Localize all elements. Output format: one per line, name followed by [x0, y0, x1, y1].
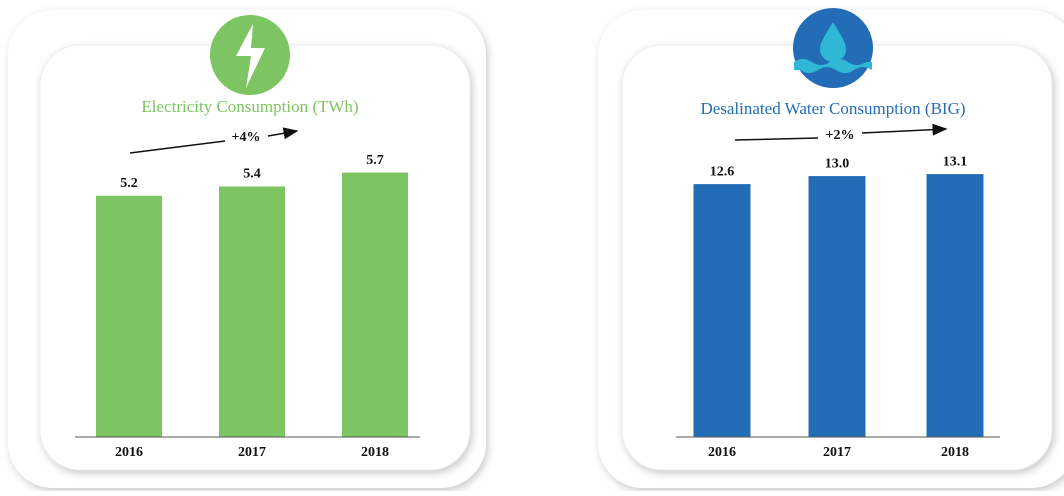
- bar: [96, 195, 162, 437]
- trend-arrow: [734, 137, 819, 141]
- data-label: 13.1: [943, 154, 968, 169]
- chart-title: Desalinated Water Consumption (BIG): [700, 99, 965, 118]
- data-label: 5.4: [243, 167, 261, 182]
- trend-arrow: [861, 123, 948, 136]
- trend-arrow: [267, 127, 299, 140]
- annotation: +2%: [826, 128, 855, 143]
- x-tick-label: 2017: [823, 445, 851, 460]
- x-tick-label: 2018: [361, 445, 389, 460]
- data-label: 5.2: [120, 176, 138, 191]
- x-tick-label: 2017: [238, 445, 266, 460]
- bar: [926, 174, 984, 437]
- data-label: 13.0: [825, 156, 850, 171]
- annotation: +4%: [232, 130, 261, 145]
- x-tick-label: 2016: [115, 445, 143, 460]
- bar: [693, 184, 751, 437]
- data-label: 12.6: [710, 164, 735, 179]
- chart-title: Electricity Consumption (TWh): [141, 97, 358, 116]
- bar: [342, 172, 408, 437]
- drop: [820, 22, 846, 62]
- x-tick-label: 2016: [708, 445, 736, 460]
- waves: [794, 59, 872, 73]
- bar: [219, 186, 285, 437]
- x-tick-label: 2018: [941, 445, 969, 460]
- data-label: 5.7: [366, 153, 384, 168]
- bar: [808, 176, 866, 438]
- bolt: [236, 24, 265, 88]
- trend-arrow: [129, 140, 226, 154]
